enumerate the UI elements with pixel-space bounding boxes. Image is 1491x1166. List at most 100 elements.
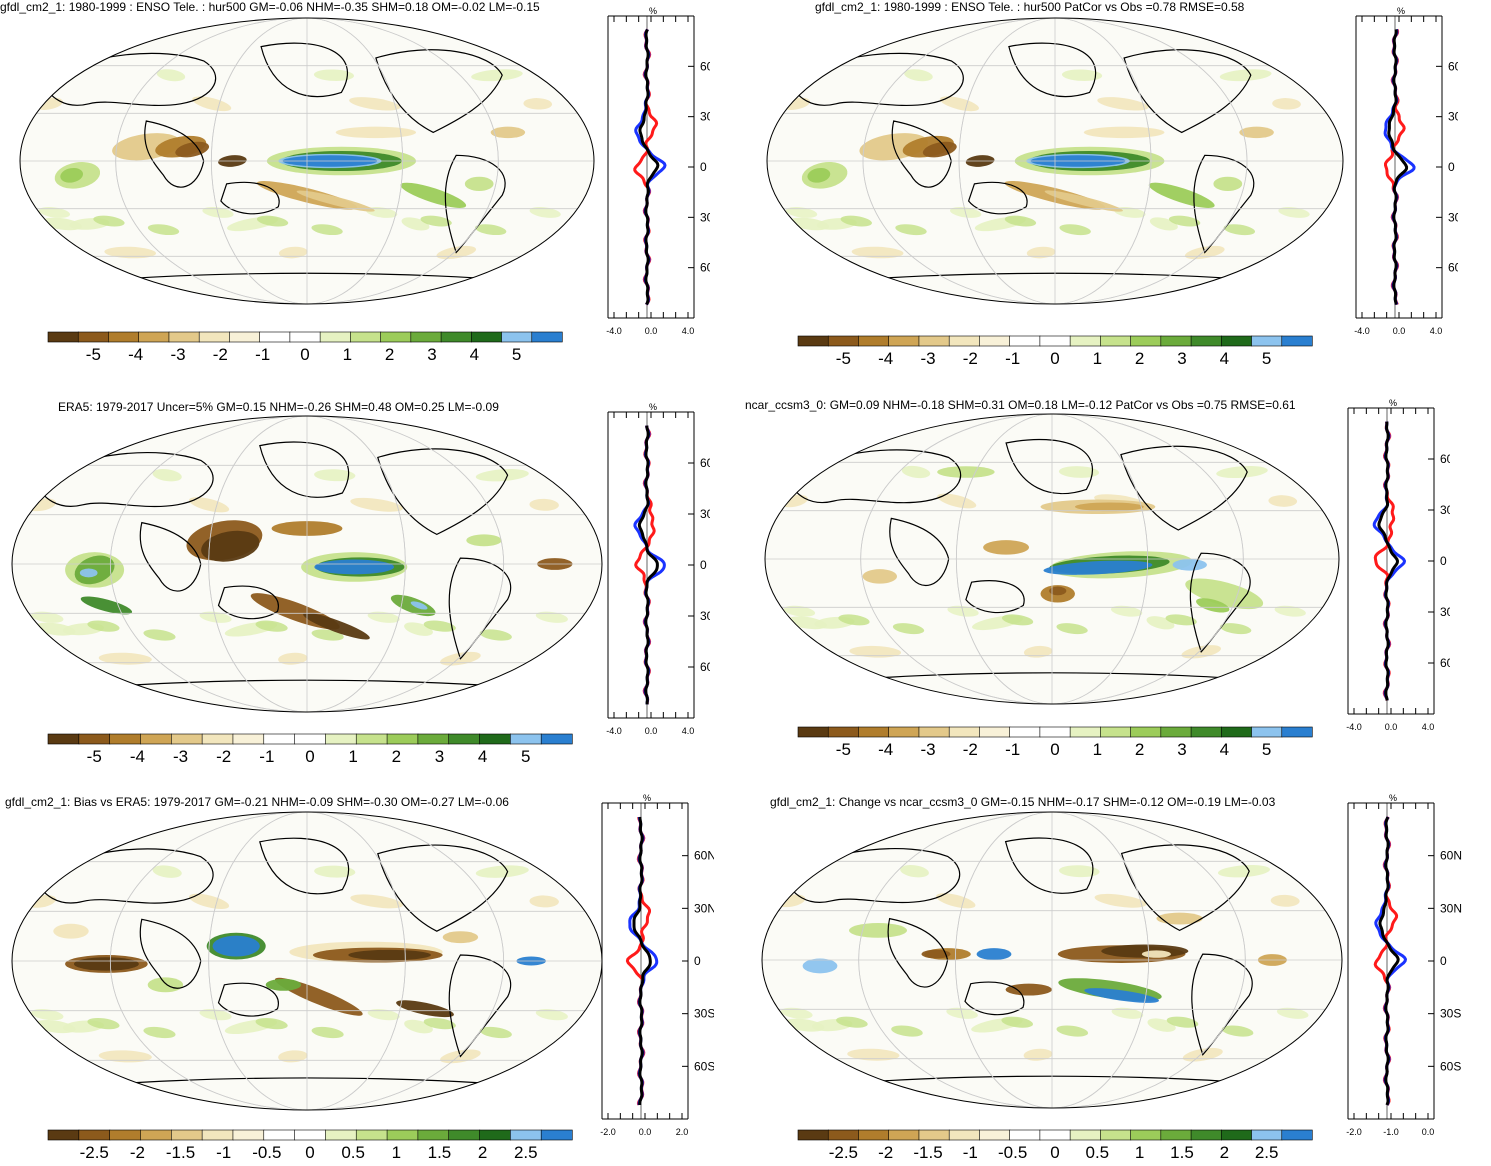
colorbar-swatch — [479, 733, 511, 745]
colorbar-swatch — [109, 1129, 142, 1141]
colorbar: -5 -4 -3 -2 -1 0 1 2 3 4 5 — [47, 331, 563, 364]
colorbar-swatch — [77, 331, 110, 343]
x-tick-label: -2.0 — [1346, 1127, 1362, 1137]
lat-label: 30S — [694, 1007, 714, 1021]
lat-label: 0 — [700, 558, 707, 572]
x-tick-label: -1.0 — [1383, 1127, 1399, 1137]
colorbar-tick-label: 5 — [1262, 740, 1271, 759]
field-anomaly — [256, 215, 289, 227]
colorbar-swatch — [263, 1129, 296, 1141]
field-anomaly — [73, 957, 139, 971]
field-anomaly — [53, 923, 89, 939]
lat-label: 60N — [694, 849, 714, 863]
colorbar-tick-label: 2 — [385, 345, 394, 364]
field-anomaly — [80, 596, 133, 615]
graticule-line — [858, 812, 1246, 1108]
field-anomaly — [535, 1009, 568, 1021]
field-anomaly — [475, 865, 529, 878]
field-anomaly — [1274, 605, 1306, 617]
coastline — [377, 844, 509, 932]
field-anomaly — [1094, 893, 1147, 908]
colorbar-tick-label: 1 — [1135, 1143, 1144, 1162]
field-anomaly — [38, 207, 71, 218]
field-anomaly — [311, 629, 344, 641]
x-tick-label: 0.0 — [1393, 326, 1406, 336]
field-anomaly — [31, 611, 64, 623]
lat-label: 30N — [1440, 901, 1462, 915]
lat-label: 60S — [1440, 1059, 1461, 1073]
colorbar-swatch — [198, 331, 231, 343]
graticule-line — [109, 812, 505, 1110]
x-tick-label: 0.0 — [645, 726, 658, 736]
field-anomaly — [313, 69, 355, 81]
colorbar-swatch — [325, 733, 357, 745]
lat-label: 0 — [694, 954, 701, 968]
field-anomaly — [847, 1048, 900, 1061]
coastline — [787, 449, 962, 504]
field-anomaly — [807, 167, 831, 183]
colorbar-tick-label: 1 — [1093, 740, 1102, 759]
colorbar-swatch — [1039, 726, 1071, 738]
field-anomaly — [348, 949, 431, 961]
colorbar-tick-label: -2 — [213, 345, 228, 364]
field-anomaly — [1165, 614, 1197, 626]
colorbar-swatch — [168, 331, 200, 343]
colorbar-tick-label: -2 — [963, 349, 978, 368]
field-anomaly — [367, 1009, 400, 1021]
field-anomaly — [1005, 983, 1052, 996]
colorbar-tick-label: 2 — [478, 1143, 487, 1162]
field-anomaly — [314, 469, 356, 482]
field-anomaly — [1084, 988, 1159, 1003]
colorbar-swatch — [1220, 335, 1253, 347]
coastline — [967, 181, 1028, 215]
colorbar-swatch — [540, 1129, 573, 1141]
colorbar-tick-label: -5 — [86, 345, 101, 364]
lat-label: 30S — [700, 210, 710, 224]
field-anomaly — [840, 215, 872, 227]
colorbar-swatch — [1160, 335, 1192, 347]
field-anomaly — [311, 224, 343, 236]
field-anomaly — [265, 978, 302, 991]
field-anomaly — [895, 224, 927, 236]
colorbar-swatch — [232, 733, 265, 745]
coastline — [220, 181, 280, 215]
zonal-mean-plot: % 60N 30N 0 30S 60S -2.0 0.0 2.0 — [600, 793, 714, 1137]
zonal-line-obs — [628, 816, 659, 1106]
colorbar-swatch — [138, 331, 170, 343]
graticule-line — [860, 414, 1244, 704]
coastline — [789, 52, 964, 107]
colorbar-swatch — [1160, 726, 1192, 738]
lat-label: 30S — [700, 609, 710, 623]
field-anomaly — [1049, 586, 1067, 596]
colorbar-swatch — [232, 1129, 265, 1141]
lat-label: 0 — [1440, 954, 1447, 968]
colorbar-swatch — [1220, 726, 1253, 738]
field-anomaly — [892, 623, 925, 635]
map-border — [764, 413, 1340, 705]
colorbar-tick-label: -1 — [963, 1143, 978, 1162]
colorbar-swatch — [1069, 726, 1101, 738]
field-anomaly — [143, 1026, 176, 1039]
lat-label: 60N — [1440, 849, 1462, 863]
colorbar-swatch — [948, 726, 981, 738]
map-border — [766, 17, 1344, 305]
x-tick-label: -2.0 — [600, 1127, 616, 1137]
colorbar-swatch — [1100, 1129, 1132, 1141]
graticule-line — [958, 18, 1152, 304]
field-anomaly — [1074, 502, 1144, 512]
colorbar-swatch — [1069, 335, 1101, 347]
colorbar-tick-label: 2 — [1135, 349, 1144, 368]
field-anomaly — [98, 652, 152, 665]
colorbar-tick-label: 4 — [470, 345, 479, 364]
colorbar-swatch — [918, 726, 950, 738]
field-anomaly — [87, 1017, 120, 1030]
field-anomaly — [479, 629, 512, 641]
field-anomaly — [278, 246, 308, 259]
colorbar-tick-label: -1.5 — [166, 1143, 195, 1162]
field-anomaly — [529, 895, 559, 908]
lat-label: 30N — [700, 110, 710, 124]
colorbar-swatch — [797, 726, 829, 738]
field-anomaly — [1148, 182, 1215, 208]
colorbar-swatch — [948, 1129, 981, 1141]
colorbar-tick-label: 1 — [392, 1143, 401, 1162]
